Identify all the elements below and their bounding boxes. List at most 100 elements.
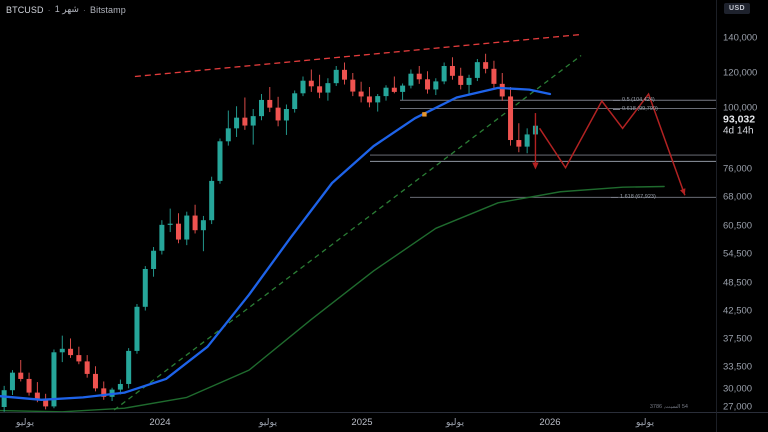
- candle-body: [483, 62, 489, 69]
- last-price-label[interactable]: 93,032 4d 14h: [723, 113, 756, 137]
- legend-separator-2: ·: [82, 4, 86, 15]
- candle-body: [350, 79, 356, 92]
- trendline-support: [113, 54, 582, 411]
- candle-body: [184, 215, 190, 240]
- candle-body: [433, 81, 439, 90]
- bar-countdown: 4d 14h: [723, 125, 754, 137]
- candle-body: [458, 75, 464, 85]
- fib-level-label: 1.618 (67,923): [620, 194, 656, 201]
- candle-body: [151, 250, 157, 269]
- chart-bottom-note: 54 السبت, 3786: [649, 404, 688, 410]
- time-tick: 2025: [351, 417, 373, 428]
- candle-body: [134, 306, 140, 351]
- candle-body: [333, 69, 339, 84]
- candle-body: [18, 372, 24, 379]
- legend-exchange[interactable]: Bitstamp: [90, 4, 126, 15]
- price-tick: 54,500: [723, 248, 753, 260]
- legend-separator-1: ·: [47, 4, 51, 15]
- candle-body: [358, 91, 364, 97]
- price-tick: 27,000: [723, 401, 753, 413]
- candle-body: [317, 86, 323, 93]
- trendline-resistance: [134, 33, 582, 78]
- projection-arrowhead: [680, 188, 686, 196]
- chart-canvas: [0, 33, 716, 412]
- candle-body: [425, 79, 431, 90]
- price-tick: 30,000: [723, 383, 753, 395]
- time-tick: يوليو: [635, 417, 655, 428]
- price-tick: 42,500: [723, 305, 753, 317]
- candle-body: [383, 87, 389, 97]
- price-tick: 68,000: [723, 191, 753, 203]
- candle-body: [524, 134, 530, 147]
- candle-body: [9, 372, 15, 391]
- candle-body: [43, 399, 49, 407]
- candle-body: [34, 392, 40, 400]
- candle-body: [26, 378, 32, 393]
- candle-body: [242, 117, 248, 126]
- candle-body: [308, 80, 314, 87]
- candle-body: [51, 352, 57, 407]
- candle-body: [142, 268, 148, 307]
- price-tick: 33,500: [723, 361, 753, 373]
- candle-body: [474, 62, 480, 78]
- fib-level-dash: [613, 100, 620, 102]
- candle-body: [84, 361, 90, 374]
- candle-body: [250, 116, 256, 126]
- chart-plot-area[interactable]: [0, 0, 716, 412]
- legend-interval[interactable]: 1 شهر: [54, 4, 79, 14]
- candle-body: [101, 388, 107, 397]
- candle-body: [192, 215, 198, 231]
- candle-body: [516, 140, 522, 147]
- candle-body: [366, 96, 372, 103]
- price-tick: 100,000: [723, 102, 758, 114]
- candle-body: [59, 348, 65, 353]
- candle-body: [1, 390, 7, 407]
- candle-body: [300, 80, 306, 94]
- candle-body: [391, 87, 397, 92]
- candle-body: [275, 107, 281, 121]
- candle-body: [117, 383, 123, 390]
- currency-badge[interactable]: USD: [724, 3, 750, 14]
- time-tick: يوليو: [445, 417, 465, 428]
- time-tick: 2024: [149, 417, 171, 428]
- candle-body: [217, 141, 223, 181]
- ma-line: [0, 86, 552, 401]
- price-tick: 37,500: [723, 333, 753, 345]
- candle-body: [342, 69, 348, 80]
- price-tick: 60,500: [723, 220, 753, 232]
- candle-body: [449, 66, 455, 76]
- price-tick: 48,500: [723, 277, 753, 289]
- projection-path: [538, 92, 686, 196]
- candle-body: [375, 96, 381, 103]
- candle-body: [68, 348, 74, 356]
- legend-symbol[interactable]: BTCUSD: [6, 4, 44, 15]
- candle-body: [508, 96, 514, 141]
- time-tick: يوليو: [15, 417, 35, 428]
- candle-body: [200, 220, 206, 231]
- time-tick: يوليو: [258, 417, 278, 428]
- price-tick: 76,000: [723, 163, 753, 175]
- price-tick: 140,000: [723, 32, 758, 44]
- ma-line: [0, 185, 665, 412]
- candle-body: [466, 77, 472, 85]
- candle-body: [408, 73, 414, 86]
- last-price-value: 93,032: [723, 113, 756, 126]
- chart-legend[interactable]: BTCUSD · 1 شهر · Bitstamp: [6, 3, 126, 16]
- candle-body: [400, 85, 406, 92]
- candle-body: [225, 128, 231, 142]
- candle-body: [499, 83, 505, 97]
- time-axis[interactable]: يوليو 2024 يوليو 2025 يوليو 2026 يوليو: [0, 412, 768, 432]
- price-axis[interactable]: USD 93,032 4d 14h 140,000 120,000 100,000 7…: [716, 0, 768, 413]
- alert-marker-icon[interactable]: [422, 112, 427, 117]
- candle-body: [167, 223, 173, 225]
- down-arrow-head: [532, 162, 539, 170]
- time-tick: 2026: [539, 417, 561, 428]
- candle-body: [267, 99, 273, 108]
- candle-body: [441, 66, 447, 82]
- candle-body: [325, 83, 331, 93]
- fib-level-dash: [611, 197, 618, 199]
- candle-body: [209, 180, 215, 221]
- candle-body: [283, 109, 289, 121]
- fib-level-label: 0.618 (99,790): [622, 105, 658, 112]
